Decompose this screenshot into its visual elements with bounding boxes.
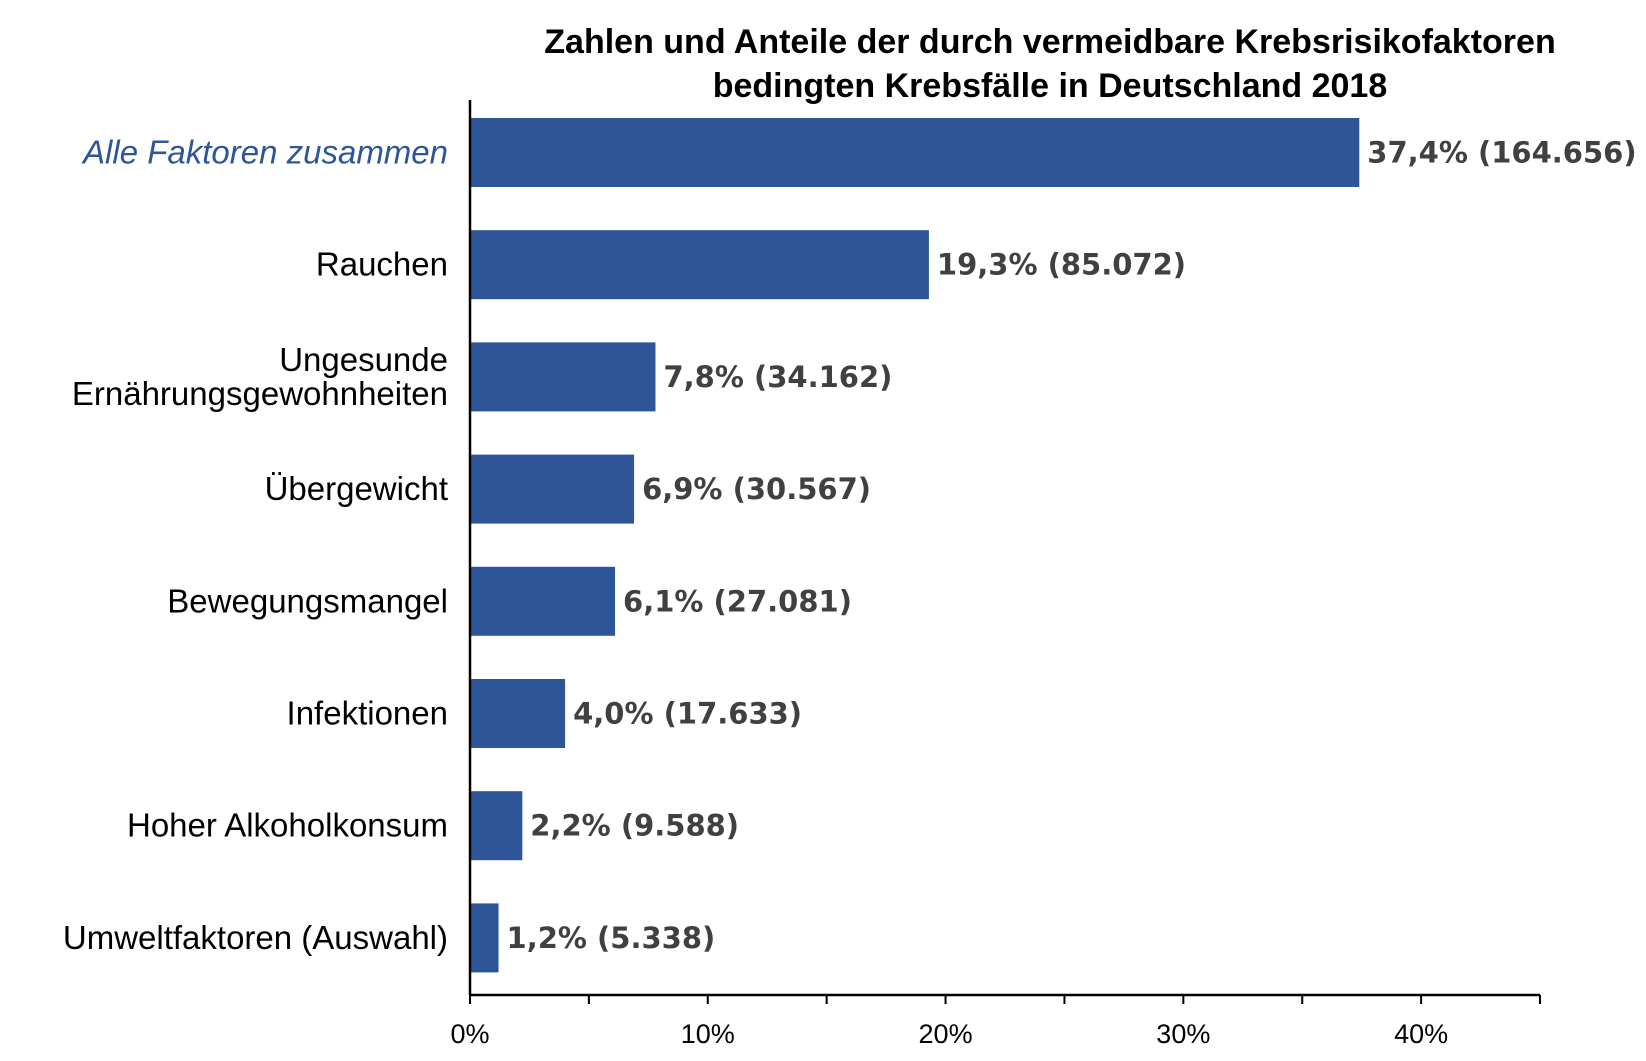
data-label: 19,3% (85.072) (937, 248, 1186, 282)
x-tick-label: 40% (1394, 1019, 1448, 1049)
data-label: 1,2% (5.338) (507, 921, 716, 955)
chart-title-line: bedingten Krebsfälle in Deutschland 2018 (713, 67, 1388, 105)
bar (470, 903, 499, 973)
bar (470, 566, 616, 636)
category-label: Bewegungsmangel (167, 582, 448, 619)
category-label: Ernährungsgewohnheiten (72, 375, 448, 412)
data-label: 6,1% (27.081) (623, 584, 852, 618)
data-label: 4,0% (17.633) (573, 697, 802, 731)
category-label: Infektionen (287, 695, 448, 732)
bar (470, 679, 566, 748)
category-label: Hoher Alkoholkonsum (127, 807, 448, 844)
category-label: Umweltfaktoren (Auswahl) (63, 919, 448, 956)
data-label: 6,9% (30.567) (642, 472, 871, 506)
chart-title-line: Zahlen und Anteile der durch vermeidbare… (544, 23, 1555, 61)
data-label: 37,4% (164.656) (1367, 136, 1636, 170)
x-tick-label: 0% (450, 1019, 489, 1049)
x-tick-label: 30% (1156, 1019, 1210, 1049)
category-label: Übergewicht (265, 470, 448, 507)
category-label: Alle Faktoren zusammen (81, 134, 448, 171)
bar (470, 230, 929, 300)
category-label: Ungesunde (279, 341, 448, 378)
x-tick-label: 20% (919, 1019, 973, 1049)
data-label: 7,8% (34.162) (663, 360, 892, 394)
data-label: 2,2% (9.588) (530, 809, 739, 843)
x-tick-label: 10% (681, 1019, 735, 1049)
bar (470, 791, 523, 861)
bar (470, 454, 635, 524)
bar (470, 342, 656, 412)
category-label: Rauchen (316, 246, 448, 283)
bar (470, 118, 1360, 187)
